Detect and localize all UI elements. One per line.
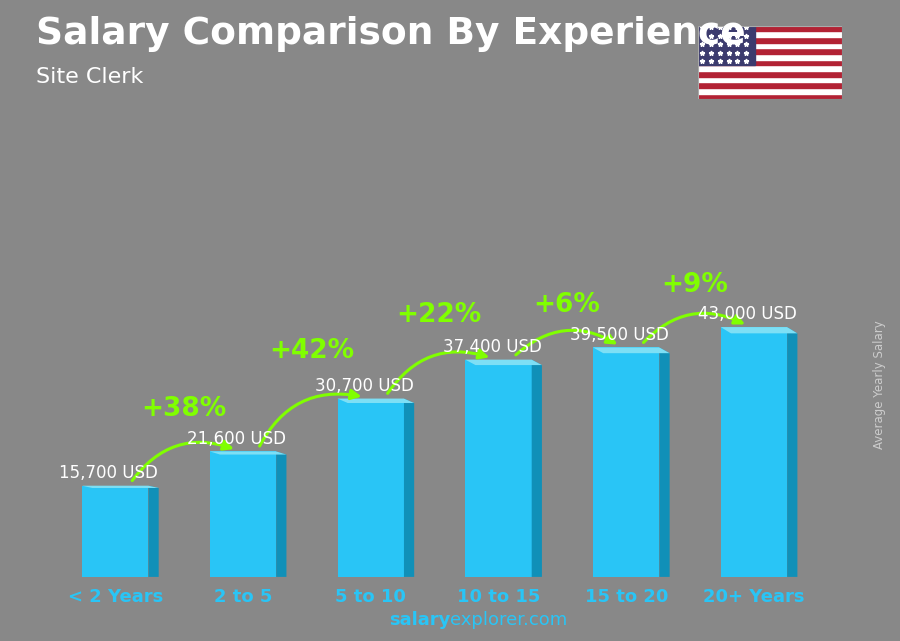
Polygon shape [404,399,414,577]
Polygon shape [82,486,158,488]
Bar [698,82,842,88]
Polygon shape [788,327,797,577]
Polygon shape [210,451,286,454]
Text: Average Yearly Salary: Average Yearly Salary [874,320,886,449]
Text: 37,400 USD: 37,400 USD [443,338,542,356]
Bar [465,360,532,577]
Bar [698,31,842,37]
Text: salary: salary [389,612,450,629]
Bar [210,451,276,577]
Text: 30,700 USD: 30,700 USD [315,377,414,395]
Text: 21,600 USD: 21,600 USD [187,429,286,447]
Bar [698,48,842,54]
Polygon shape [660,347,670,577]
Bar [698,88,842,94]
Bar [721,327,788,577]
Text: 39,500 USD: 39,500 USD [571,326,670,344]
Text: +22%: +22% [397,302,482,328]
Text: 15,700 USD: 15,700 USD [59,464,158,482]
Bar [698,77,842,82]
Text: +38%: +38% [141,396,226,422]
Bar [338,399,404,577]
Bar [698,26,842,31]
Polygon shape [148,486,158,577]
Bar [82,486,148,577]
Polygon shape [465,360,542,365]
Bar [698,37,842,43]
Bar [698,71,842,77]
Text: Site Clerk: Site Clerk [36,67,143,87]
Polygon shape [721,327,797,333]
Text: +9%: +9% [662,272,728,298]
Text: Salary Comparison By Experience: Salary Comparison By Experience [36,16,746,52]
Bar [698,60,842,65]
Text: explorer.com: explorer.com [450,612,567,629]
Bar [593,347,660,577]
Text: +42%: +42% [269,338,354,363]
Polygon shape [593,347,670,353]
Text: 43,000 USD: 43,000 USD [698,305,797,323]
Bar [698,43,842,48]
Polygon shape [276,451,286,577]
Text: +6%: +6% [534,292,600,319]
Bar [698,54,842,60]
Polygon shape [338,399,414,403]
Bar [698,26,755,65]
Bar [698,94,842,99]
Polygon shape [532,360,542,577]
Bar [698,65,842,71]
